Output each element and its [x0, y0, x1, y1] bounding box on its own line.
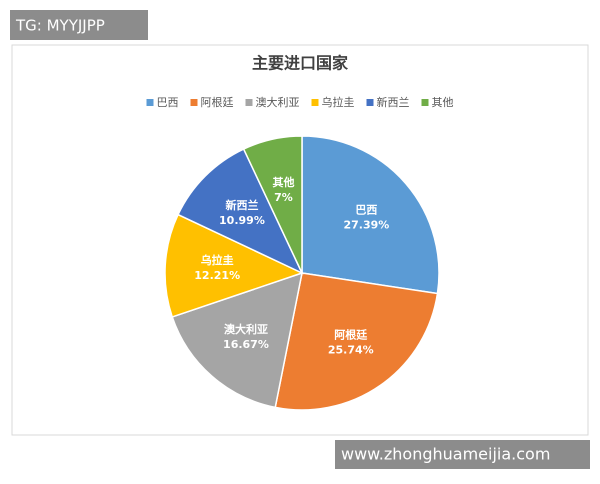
slice-value: 7% — [274, 191, 293, 204]
legend-label: 新西兰 — [377, 95, 410, 109]
legend-label: 阿根廷 — [201, 95, 234, 109]
data-labels: 巴西 27.39% 阿根廷 25.74% 澳大利亚 16.67% 乌拉圭 12.21% 新西兰 1… — [194, 175, 389, 356]
watermark-box — [10, 10, 148, 40]
legend-label: 澳大利亚 — [256, 95, 300, 109]
slice-label: 其他 — [272, 175, 294, 189]
pie-slice — [301, 135, 440, 295]
watermark: www.zhonghuameijia.com — [341, 445, 550, 464]
slice-value: 12.21% — [194, 269, 240, 282]
chart-title: 主要进口国家 — [252, 54, 349, 73]
slice-label: 新西兰 — [225, 198, 258, 212]
legend: 巴西 阿根廷 澳大利亚 乌拉圭 新西兰 其他 — [146, 95, 454, 109]
watermark-box — [335, 440, 590, 469]
slice-value: 10.99% — [219, 214, 265, 227]
legend-swatch — [146, 99, 154, 106]
pie-slice — [274, 272, 439, 411]
legend-swatch — [421, 99, 429, 106]
legend-label: 乌拉圭 — [322, 95, 355, 109]
slice-value: 16.67% — [223, 338, 269, 351]
legend-swatch — [245, 99, 253, 106]
legend-label: 其他 — [432, 96, 454, 109]
slice-value: 27.39% — [343, 219, 389, 232]
legend-label: 巴西 — [157, 96, 179, 109]
watermark: TG: MYYJJPP — [15, 17, 105, 35]
pie-slice — [164, 213, 305, 318]
legend-swatch — [190, 99, 198, 106]
slice-label: 阿根廷 — [334, 328, 368, 342]
slice-value: 25.74% — [328, 344, 374, 357]
slice-label: 澳大利亚 — [224, 322, 268, 336]
pie-slice — [177, 148, 304, 275]
legend-swatch — [366, 99, 374, 106]
slice-label: 巴西 — [355, 204, 377, 217]
pie-slice — [242, 135, 303, 274]
slice-label: 乌拉圭 — [201, 253, 234, 267]
legend-swatch — [311, 99, 319, 106]
pie — [164, 135, 440, 411]
